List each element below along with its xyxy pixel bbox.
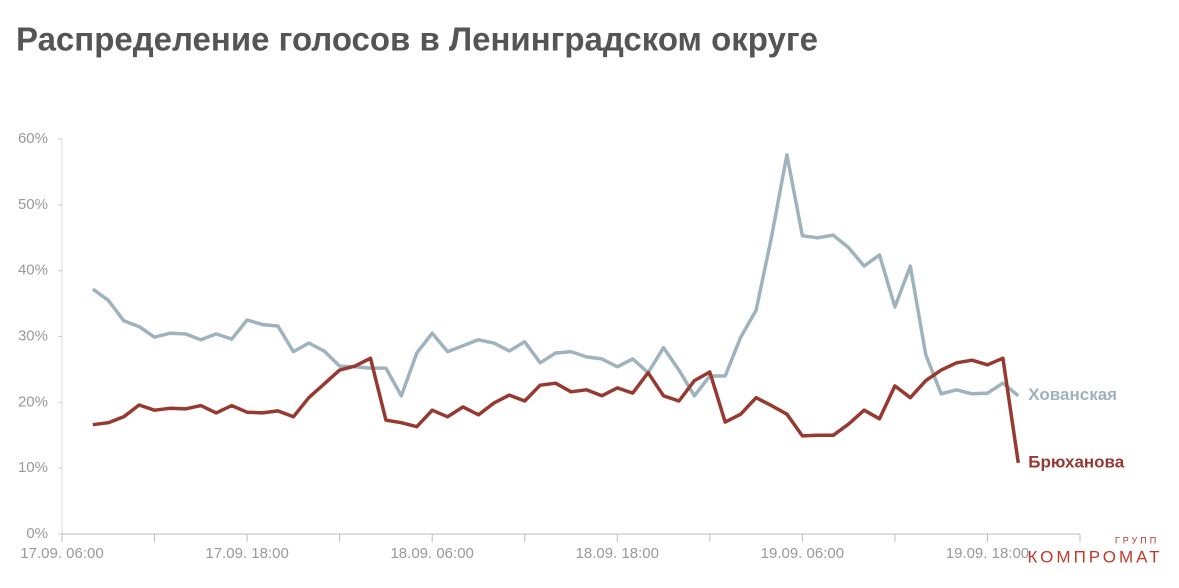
y-tick-label: 30%: [18, 327, 48, 344]
watermark: КОМПРОМАТ: [1027, 547, 1162, 566]
series-line: [92, 356, 1021, 464]
y-tick-label: 40%: [18, 262, 48, 279]
y-tick-label: 0%: [26, 525, 48, 542]
x-tick-label: 18.09. 18:00: [576, 545, 659, 562]
x-tick-label: 17.09. 06:00: [20, 545, 103, 562]
series-label: Брюханова: [1028, 452, 1124, 471]
watermark-small: ГРУПП: [1115, 535, 1159, 545]
y-tick-label: 50%: [18, 196, 48, 213]
x-tick-label: 18.09. 06:00: [390, 545, 473, 562]
x-tick-label: 17.09. 18:00: [205, 545, 288, 562]
y-tick-label: 10%: [18, 459, 48, 476]
y-tick-label: 20%: [18, 393, 48, 410]
series-label: Хованская: [1028, 385, 1117, 404]
series-line: [91, 153, 1020, 398]
y-tick-label: 60%: [18, 130, 48, 147]
x-tick-label: 19.09. 18:00: [946, 545, 1029, 562]
x-tick-label: 19.09. 06:00: [761, 545, 844, 562]
chart-title: Распределение голосов в Ленинградском ок…: [16, 21, 818, 58]
